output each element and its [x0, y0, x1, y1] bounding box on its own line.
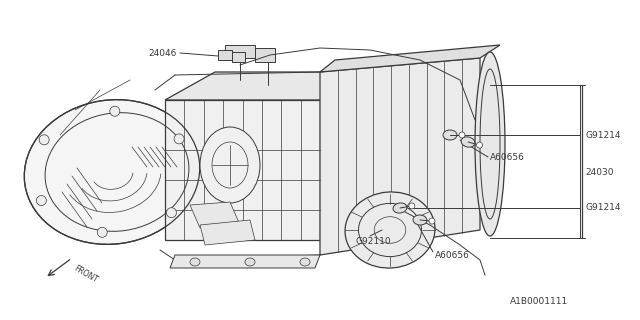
Text: G91214: G91214: [585, 204, 621, 212]
Ellipse shape: [475, 52, 505, 236]
Text: A60656: A60656: [435, 251, 470, 260]
Polygon shape: [320, 45, 500, 72]
Text: G91214: G91214: [585, 131, 621, 140]
Ellipse shape: [393, 203, 407, 213]
Ellipse shape: [459, 132, 465, 138]
Ellipse shape: [429, 218, 435, 224]
Ellipse shape: [24, 100, 200, 244]
Polygon shape: [165, 100, 320, 240]
Ellipse shape: [190, 258, 200, 266]
Ellipse shape: [200, 127, 260, 203]
Polygon shape: [170, 255, 320, 268]
Ellipse shape: [97, 227, 108, 237]
Text: FRONT: FRONT: [72, 264, 99, 285]
Text: 24030: 24030: [585, 167, 614, 177]
Polygon shape: [165, 72, 360, 100]
Ellipse shape: [110, 106, 120, 116]
Ellipse shape: [174, 134, 184, 144]
Polygon shape: [218, 50, 232, 60]
Ellipse shape: [461, 137, 475, 147]
Text: 24046: 24046: [148, 49, 177, 58]
Polygon shape: [225, 45, 255, 58]
Polygon shape: [200, 220, 255, 245]
Polygon shape: [190, 202, 240, 228]
Text: A1B0001111: A1B0001111: [510, 298, 568, 307]
Ellipse shape: [477, 142, 483, 148]
Ellipse shape: [413, 215, 427, 225]
Polygon shape: [255, 48, 275, 62]
Ellipse shape: [36, 196, 46, 205]
Ellipse shape: [300, 258, 310, 266]
Ellipse shape: [166, 208, 177, 218]
Polygon shape: [232, 52, 245, 62]
Ellipse shape: [345, 192, 435, 268]
Text: A60656: A60656: [490, 153, 525, 162]
Ellipse shape: [39, 135, 49, 145]
Text: G92110: G92110: [355, 237, 390, 246]
Ellipse shape: [443, 130, 457, 140]
Ellipse shape: [409, 203, 415, 209]
Ellipse shape: [245, 258, 255, 266]
Polygon shape: [320, 58, 480, 255]
